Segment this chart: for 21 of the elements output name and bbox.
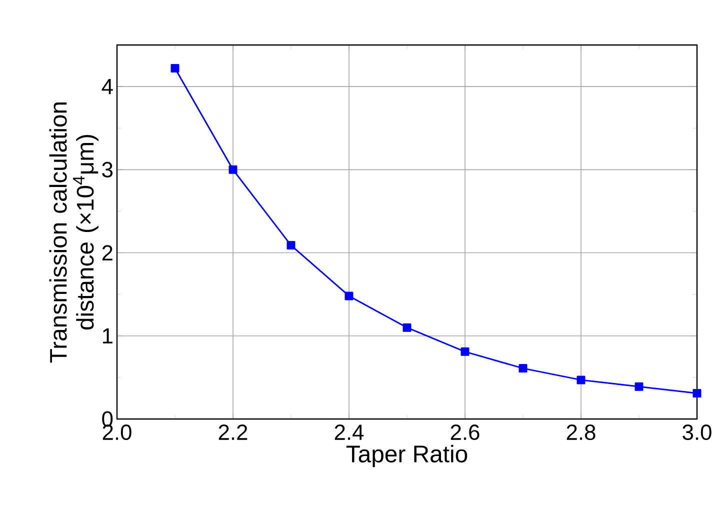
point bbox=[460, 347, 470, 356]
point bbox=[634, 382, 644, 391]
x-tick-label: 3.0 bbox=[682, 424, 712, 440]
x-tick-label: 2.0 bbox=[102, 424, 132, 440]
x-axis-title: Taper Ratio bbox=[346, 444, 468, 468]
point bbox=[286, 241, 296, 250]
x-tick-label: 2.4 bbox=[334, 424, 364, 440]
y-tick-label: 2 bbox=[102, 245, 112, 260]
y-tick-label: 3 bbox=[102, 162, 113, 178]
point bbox=[402, 323, 412, 332]
point bbox=[692, 388, 702, 398]
point bbox=[518, 364, 528, 373]
y-tick-label: 1 bbox=[102, 328, 112, 344]
point bbox=[576, 376, 586, 384]
x-tick-label: 2.6 bbox=[450, 424, 480, 440]
point bbox=[170, 64, 180, 73]
x-tick-label: 2.2 bbox=[218, 424, 248, 440]
point bbox=[344, 292, 354, 300]
x-tick-label: 2.8 bbox=[566, 424, 596, 440]
point bbox=[228, 165, 238, 174]
y-tick-label: 4 bbox=[102, 79, 113, 94]
